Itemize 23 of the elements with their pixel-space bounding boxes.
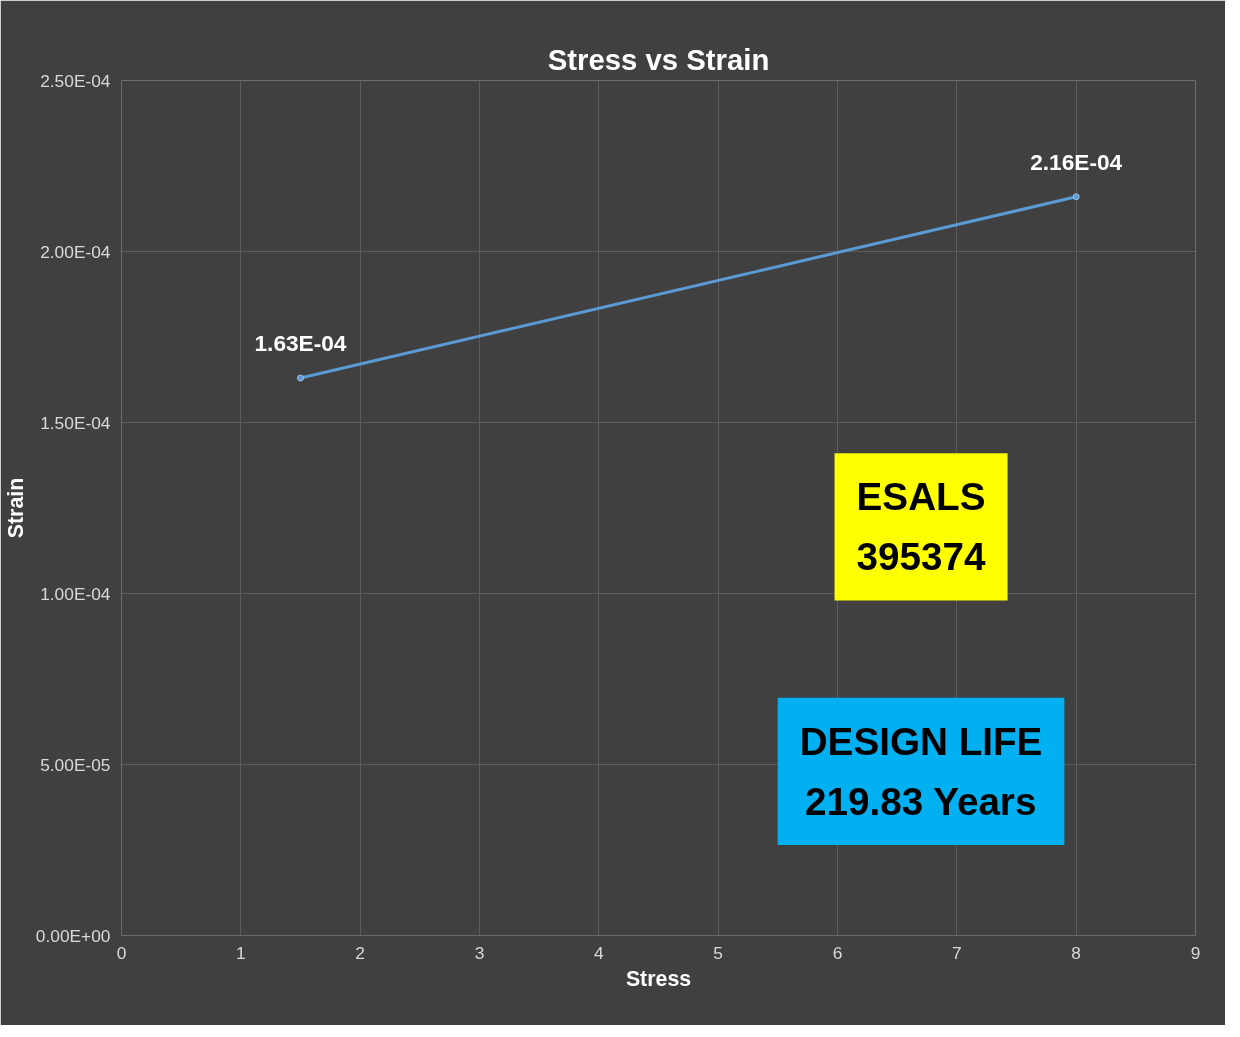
y-tick-label: 1.00E-04 [40, 583, 111, 604]
data-label: 1.63E-04 [254, 330, 347, 357]
chart-title: Stress vs Strain [547, 42, 770, 76]
x-tick-label: 2 [355, 942, 365, 963]
x-tick-label: 1 [236, 942, 246, 963]
y-tick-label: 1.50E-04 [40, 412, 111, 433]
y-axis-title: Strain [3, 477, 28, 539]
x-tick-label: 7 [952, 942, 962, 963]
x-axis-title: Stress [625, 966, 692, 991]
y-tick-label: 2.00E-04 [40, 241, 111, 262]
x-tick-label: 3 [474, 942, 485, 963]
x-tick-label: 4 [594, 942, 605, 963]
annotation: DESIGN LIFE 219.83 Years [799, 719, 1043, 824]
y-tick-label: 5.00E-05 [40, 754, 111, 775]
x-tick-label: 8 [1071, 942, 1081, 963]
annotation: ESALS 395374 [856, 475, 987, 579]
y-tick-label: 2.50E-04 [40, 70, 111, 91]
x-tick-label: 6 [832, 942, 843, 963]
x-tick-label: 0 [116, 942, 127, 963]
x-tick-label: 5 [713, 942, 723, 963]
x-tick-label: 9 [1190, 942, 1201, 963]
data-label: 2.16E-04 [1030, 148, 1123, 175]
y-tick-label: 0.00E+00 [35, 925, 111, 946]
